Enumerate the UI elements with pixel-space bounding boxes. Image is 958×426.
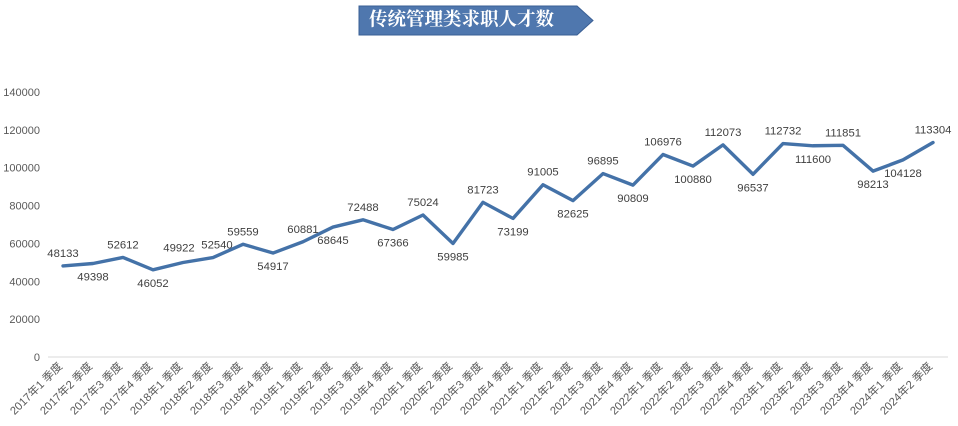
svg-text:75024: 75024	[407, 197, 438, 209]
svg-text:2017年1 季度: 2017年1 季度	[7, 359, 65, 417]
svg-text:52612: 52612	[107, 239, 138, 251]
svg-text:54917: 54917	[257, 261, 288, 273]
svg-text:73199: 73199	[497, 226, 528, 238]
svg-text:60000: 60000	[9, 238, 40, 250]
svg-text:140000: 140000	[3, 87, 40, 99]
svg-text:100880: 100880	[674, 174, 712, 186]
svg-text:60881: 60881	[287, 224, 318, 236]
svg-text:81723: 81723	[467, 184, 498, 196]
svg-text:49922: 49922	[163, 243, 194, 255]
svg-text:111600: 111600	[795, 154, 831, 166]
svg-text:96537: 96537	[737, 182, 768, 194]
svg-text:112732: 112732	[765, 126, 802, 138]
svg-text:100000: 100000	[3, 163, 40, 175]
svg-text:112073: 112073	[705, 127, 742, 139]
svg-text:传统管理类求职人才数: 传统管理类求职人才数	[369, 6, 555, 32]
svg-text:111851: 111851	[825, 127, 861, 139]
svg-text:90809: 90809	[617, 193, 648, 205]
svg-text:113304: 113304	[915, 125, 952, 137]
svg-text:96895: 96895	[587, 156, 618, 168]
svg-text:49398: 49398	[77, 272, 108, 284]
svg-text:120000: 120000	[3, 125, 40, 137]
svg-text:52540: 52540	[201, 240, 232, 252]
svg-text:20000: 20000	[9, 314, 40, 326]
svg-text:106976: 106976	[644, 137, 682, 149]
svg-text:72488: 72488	[347, 202, 378, 214]
svg-text:46052: 46052	[137, 278, 168, 290]
svg-text:40000: 40000	[9, 276, 40, 288]
svg-text:67366: 67366	[377, 237, 408, 249]
svg-text:80000: 80000	[9, 201, 40, 213]
svg-text:59559: 59559	[227, 226, 258, 238]
svg-text:0: 0	[34, 352, 40, 364]
svg-text:68645: 68645	[317, 235, 348, 247]
svg-text:48133: 48133	[47, 248, 78, 260]
svg-text:59985: 59985	[437, 251, 468, 263]
svg-text:104128: 104128	[884, 168, 922, 180]
svg-text:91005: 91005	[527, 167, 558, 179]
svg-text:82625: 82625	[557, 209, 588, 221]
svg-text:98213: 98213	[857, 179, 888, 191]
